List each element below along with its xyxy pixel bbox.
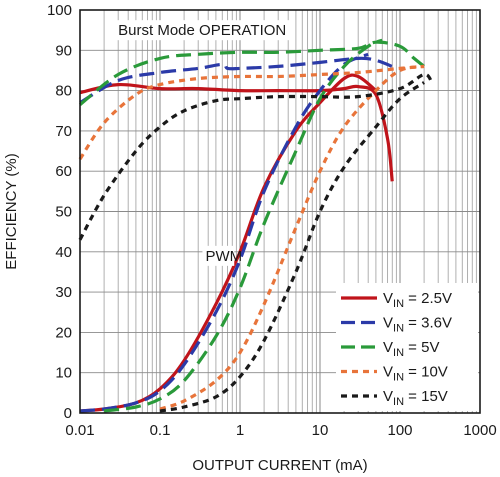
series-line-5-burst — [78, 72, 434, 241]
y-tick-label: 10 — [55, 365, 72, 382]
series-line-3-pwm — [103, 38, 383, 413]
y-axis-title: EFFICIENCY (%) — [3, 153, 20, 269]
legend-label: VIN = 15V — [383, 388, 448, 408]
legend-label-v: V — [383, 339, 393, 356]
y-tick-label: 60 — [55, 163, 72, 180]
series-line-4-burst — [78, 64, 425, 160]
legend-label-rest: = 15V — [404, 388, 448, 405]
series-layer — [78, 38, 434, 413]
x-tick-label: 10 — [312, 422, 329, 439]
legend-label: VIN = 3.6V — [383, 315, 452, 335]
x-tick-label: 100 — [387, 422, 412, 439]
legend-label: VIN = 2.5V — [383, 290, 452, 310]
y-tick-label: 20 — [55, 324, 72, 341]
annotation-backdrop — [202, 245, 235, 266]
y-tick-label: 30 — [55, 284, 72, 301]
legend-label-sub: IN — [393, 298, 404, 310]
y-tick-label: 50 — [55, 204, 72, 221]
legend-label-rest: = 10V — [404, 364, 448, 381]
series-line-3-burst — [79, 40, 426, 106]
legend-label-v: V — [383, 388, 393, 405]
annotation-backdrop — [115, 20, 294, 41]
annotation-layer: Burst Mode OPERATION PWM — [115, 20, 294, 266]
annotation-label: Burst Mode OPERATION — [118, 22, 286, 39]
legend-label-sub: IN — [393, 323, 404, 335]
legend-label-sub: IN — [393, 347, 404, 359]
series-line-2-pwm — [79, 52, 369, 413]
y-tick-label: 90 — [55, 42, 72, 59]
legend-box — [336, 283, 478, 411]
legend-label-v: V — [383, 290, 393, 307]
x-tick-label: 1000 — [463, 422, 496, 439]
ticks-layer: 0 10 20 30 40 50 60 70 80 90 100 0.01 0.1 1 10 100 1000 — [47, 2, 497, 439]
legend-label-rest: = 2.5V — [404, 290, 452, 307]
legend-label-v: V — [383, 364, 393, 381]
series-line-5-pwm — [159, 81, 425, 413]
legend-label-rest: = 3.6V — [404, 315, 452, 332]
legend-label-rest: = 5V — [404, 339, 439, 356]
legend-label: VIN = 10V — [383, 364, 448, 384]
x-tick-label: 0.01 — [65, 422, 94, 439]
y-tick-label: 0 — [64, 405, 72, 422]
x-tick-label: 0.1 — [150, 422, 171, 439]
plot-frame — [79, 9, 481, 414]
y-tick-label: 100 — [47, 2, 72, 19]
y-tick-label: 80 — [55, 83, 72, 100]
legend-label-sub: IN — [393, 396, 404, 408]
legend-label-sub: IN — [393, 372, 404, 384]
annotation-label: PWM — [205, 248, 242, 265]
legend-label: VIN = 5V — [383, 339, 439, 359]
y-tick-label: 70 — [55, 123, 72, 140]
legend-label-v: V — [383, 315, 393, 332]
series-line-1-burst — [79, 82, 394, 182]
x-tick-label: 1 — [236, 422, 244, 439]
x-axis-title: OUTPUT CURRENT (mA) — [192, 457, 367, 474]
series-line-2-burst — [79, 56, 393, 105]
y-tick-label: 40 — [55, 244, 72, 261]
